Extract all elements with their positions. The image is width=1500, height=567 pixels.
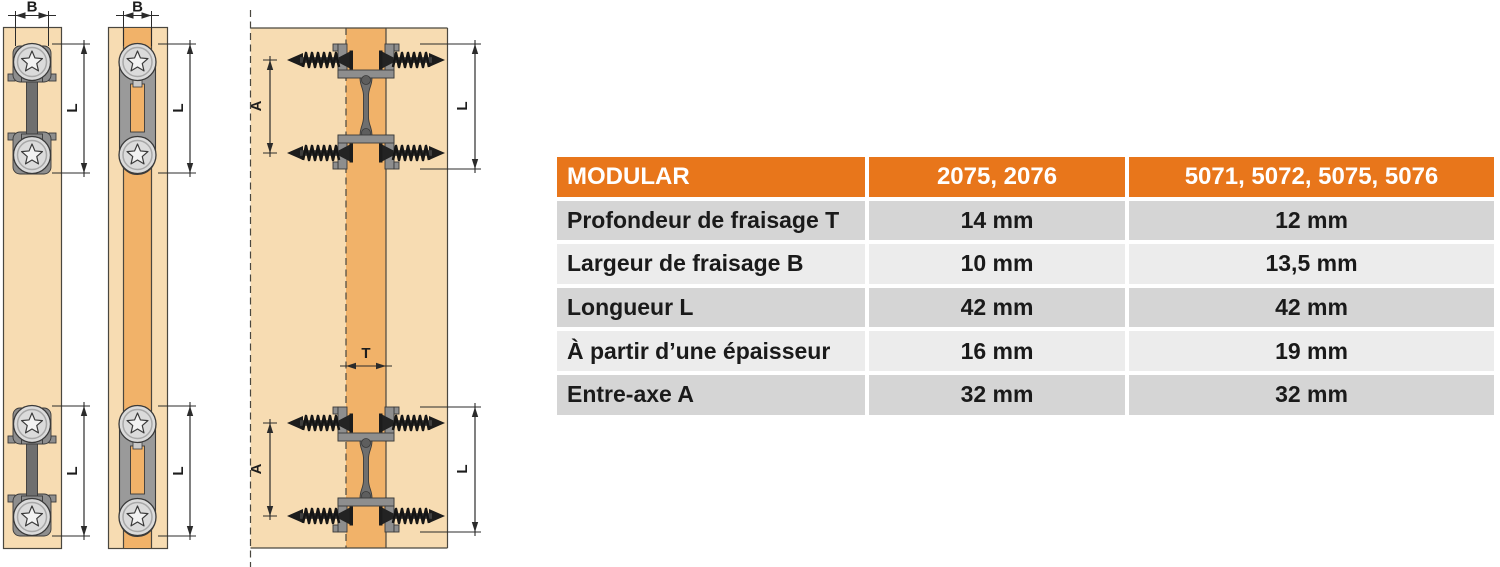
dim-label-l: L	[64, 103, 81, 112]
dimension-A-bottom: A	[248, 419, 277, 520]
dimension-A-top: A	[248, 56, 277, 157]
row-label: À partir d’une épaisseur	[557, 331, 865, 371]
specs-table: MODULAR 2075, 2076 5071, 5072, 5075, 507…	[557, 157, 1494, 415]
dimension-T: T	[340, 345, 392, 370]
dim-label-a: A	[248, 463, 265, 474]
row-value: 14 mm	[869, 200, 1125, 241]
dim-label-l: L	[64, 466, 81, 475]
row-value: 16 mm	[869, 331, 1125, 371]
dim-label-l: L	[170, 103, 187, 112]
row-label: Profondeur de fraisage T	[557, 200, 865, 241]
row-value: 10 mm	[869, 244, 1125, 284]
dimension-B-1: B	[8, 0, 56, 46]
dim-label-b: B	[132, 0, 143, 16]
dimension-L-3-top: L	[420, 40, 481, 173]
row-value: 32 mm	[1129, 374, 1494, 415]
table-header-product: MODULAR	[557, 157, 865, 197]
row-label: Entre-axe A	[557, 374, 865, 415]
dimension-B-2: B	[116, 0, 159, 46]
row-value: 42 mm	[869, 287, 1125, 328]
dim-label-a: A	[248, 100, 265, 111]
dim-label-b: B	[27, 0, 38, 16]
table-header-models-2: 5071, 5072, 5075, 5076	[1129, 157, 1494, 197]
row-value: 12 mm	[1129, 200, 1494, 241]
diagram-board-front-view: B L L	[2, 0, 90, 550]
row-label: Longueur L	[557, 287, 865, 328]
dimension-L-3-bottom: L	[420, 403, 481, 536]
dim-label-l: L	[454, 464, 471, 473]
dimension-L-2-top: L	[158, 40, 196, 177]
dim-label-l: L	[454, 101, 471, 110]
row-value: 42 mm	[1129, 287, 1494, 328]
dimension-L-2-bottom: L	[158, 402, 196, 540]
row-value: 32 mm	[869, 374, 1125, 415]
dimension-L-1-top: L	[52, 40, 90, 177]
dim-label-t: T	[361, 345, 370, 362]
row-label: Largeur de fraisage B	[557, 244, 865, 284]
diagram-board-groove-view: B L L	[107, 0, 196, 550]
dimension-L-1-bottom: L	[52, 402, 90, 540]
table-header-models-1: 2075, 2076	[869, 157, 1125, 197]
row-value: 19 mm	[1129, 331, 1494, 371]
diagram-cross-section: A A L L	[248, 10, 481, 567]
dim-label-l: L	[170, 466, 187, 475]
technical-diagrams: B L L	[2, 0, 481, 567]
row-value: 13,5 mm	[1129, 244, 1494, 284]
